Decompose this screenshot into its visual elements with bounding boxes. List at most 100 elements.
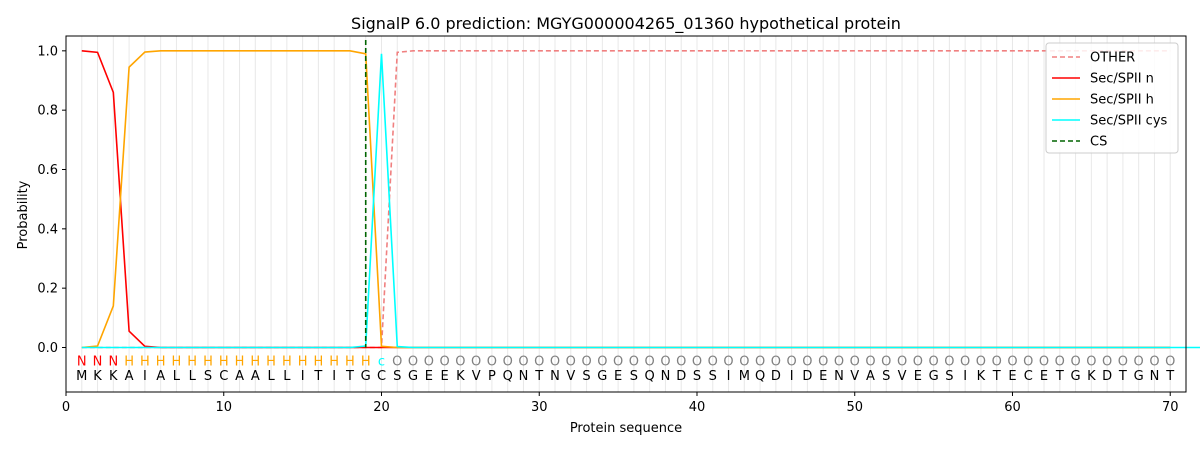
sequence-residue: V	[850, 369, 859, 384]
sequence-residue: S	[945, 369, 953, 384]
annotation-label: O	[992, 354, 1002, 369]
annotation-label: N	[93, 354, 103, 369]
sequence-residue: S	[693, 369, 701, 384]
annotation-label: H	[345, 354, 355, 369]
annotation-label: O	[629, 354, 639, 369]
sequence-residue: N	[550, 369, 560, 384]
annotation-label: O	[771, 354, 781, 369]
annotation-label: H	[282, 354, 292, 369]
sequence-residue: K	[93, 369, 102, 384]
sequence-residue: N	[519, 369, 529, 384]
sequence-residue: I	[727, 369, 731, 384]
legend: OTHER Sec/SPII n Sec/SPII h Sec/SPII cys CS	[1045, 42, 1179, 154]
annotation-label: O	[613, 354, 623, 369]
sequence-residue: D	[771, 369, 781, 384]
legend-label: Sec/SPII h	[1090, 93, 1154, 108]
annotation-label: O	[913, 354, 923, 369]
annotation-label: H	[124, 354, 134, 369]
sequence-residue: A	[156, 369, 165, 384]
series-line-0	[81, 50, 1171, 349]
position-gridlines	[81, 36, 1171, 392]
sequence-residue: D	[676, 369, 686, 384]
annotation-label: O	[850, 354, 860, 369]
sequence-residue: T	[534, 369, 543, 384]
sequence-residue: V	[566, 369, 575, 384]
annotation-label: O	[834, 354, 844, 369]
annotation-label: O	[787, 354, 797, 369]
sequence-residue: A	[125, 369, 134, 384]
annotation-label: O	[1149, 354, 1159, 369]
chart-title: SignalP 6.0 prediction: MGYG000004265_01…	[351, 14, 901, 34]
sequence-residue: S	[393, 369, 401, 384]
annotation-label: O	[487, 354, 497, 369]
annotation-label: O	[581, 354, 591, 369]
annotation-label: O	[518, 354, 528, 369]
y-tick-label: 0.6	[37, 163, 58, 178]
sequence-residue: G	[408, 369, 418, 384]
sequence-residue: A	[235, 369, 244, 384]
annotation-label: O	[881, 354, 891, 369]
series-layer	[81, 40, 1200, 349]
annotation-label: O	[1070, 354, 1080, 369]
sequence-residue: I	[143, 369, 147, 384]
sequence-residue: A	[866, 369, 875, 384]
annotation-label: O	[1039, 354, 1049, 369]
series-line-2	[81, 50, 1171, 349]
annotation-label: O	[928, 354, 938, 369]
sequence-residue: T	[992, 369, 1001, 384]
sequence-residue: C	[219, 369, 228, 384]
annotation-label: O	[455, 354, 465, 369]
annotation-label: O	[550, 354, 560, 369]
sequence-residue: S	[882, 369, 890, 384]
annotation-label: H	[266, 354, 276, 369]
y-tick-label: 0.8	[37, 104, 58, 119]
sequence-residue: I	[301, 369, 305, 384]
sequence-residue: N	[1150, 369, 1160, 384]
x-tick-label: 20	[373, 400, 390, 415]
y-tick-label: 0.0	[37, 341, 58, 356]
sequence-residue: T	[313, 369, 322, 384]
annotation-label: H	[361, 354, 371, 369]
y-axis-ticks: 0.0 0.2 0.4 0.6 0.8 1.0	[37, 44, 66, 356]
sequence-residue: S	[582, 369, 590, 384]
annotation-label: H	[172, 354, 182, 369]
legend-label: Sec/SPII cys	[1090, 114, 1168, 129]
annotation-label: H	[329, 354, 339, 369]
sequence-residue: S	[204, 369, 212, 384]
sequence-residue: C	[1024, 369, 1033, 384]
sequence-residue: L	[173, 369, 181, 384]
annotation-label: H	[314, 354, 324, 369]
annotation-label: O	[1023, 354, 1033, 369]
sequence-residue: T	[1055, 369, 1064, 384]
legend-label: CS	[1090, 135, 1107, 150]
annotation-label: O	[408, 354, 418, 369]
sequence-residue: K	[977, 369, 986, 384]
sequence-residue: L	[189, 369, 197, 384]
annotation-label: O	[692, 354, 702, 369]
annotation-label: O	[739, 354, 749, 369]
legend-label: Sec/SPII n	[1090, 72, 1154, 87]
x-tick-label: 70	[1162, 400, 1179, 415]
sequence-residue: Q	[503, 369, 513, 384]
annotation-label: H	[235, 354, 245, 369]
annotation-label: O	[471, 354, 481, 369]
x-tick-label: 0	[62, 400, 70, 415]
sequence-residue: E	[614, 369, 622, 384]
sequence-residue: P	[488, 369, 496, 384]
sequence-residue: C	[377, 369, 386, 384]
sequence-residue: D	[802, 369, 812, 384]
x-tick-label: 30	[531, 400, 548, 415]
sequence-residue: A	[251, 369, 260, 384]
sequence-residue: G	[361, 369, 371, 384]
annotation-label: O	[818, 354, 828, 369]
annotation-label: O	[1134, 354, 1144, 369]
sequence-residue: K	[1087, 369, 1096, 384]
annotation-label: O	[897, 354, 907, 369]
annotation-label: O	[708, 354, 718, 369]
y-axis-label: Probability	[16, 180, 31, 249]
sequence-residue: S	[709, 369, 717, 384]
legend-box	[1045, 42, 1179, 154]
annotation-label: O	[723, 354, 733, 369]
sequence-residue: N	[834, 369, 844, 384]
